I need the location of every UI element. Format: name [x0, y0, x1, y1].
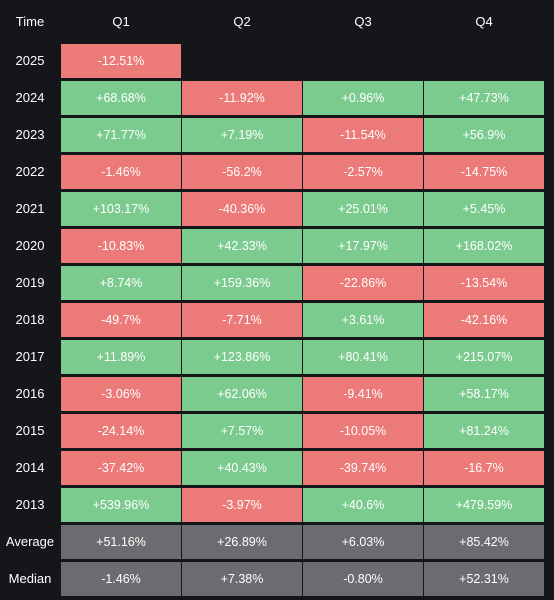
cell-2021-q3: +25.01%	[303, 192, 423, 226]
cell-2024-q2: -11.92%	[182, 81, 302, 115]
cell-median-q1: -1.46%	[61, 562, 181, 596]
row-label-median: Median	[8, 571, 52, 586]
cell-2019-q2: +159.36%	[182, 266, 302, 300]
cell-2019-q3: -22.86%	[303, 266, 423, 300]
cell-2023-q1: +71.77%	[61, 118, 181, 152]
cell-2018-q2: -7.71%	[182, 303, 302, 337]
cell-average-q4: +85.42%	[424, 525, 544, 559]
cell-2014-q4: -16.7%	[424, 451, 544, 485]
row-label-2014: 2014	[15, 460, 45, 475]
cell-2013-q3: +40.6%	[303, 488, 423, 522]
cell-2018-q4: -42.16%	[424, 303, 544, 337]
column-header-q3: Q3	[354, 14, 372, 29]
cell-average-q1: +51.16%	[61, 525, 181, 559]
cell-2023-q2: +7.19%	[182, 118, 302, 152]
row-label-2024: 2024	[15, 90, 45, 105]
row-label-2023: 2023	[15, 127, 45, 142]
column-header-q4: Q4	[475, 14, 493, 29]
cell-2019-q1: +8.74%	[61, 266, 181, 300]
cell-2020-q1: -10.83%	[61, 229, 181, 263]
cell-2023-q4: +56.9%	[424, 118, 544, 152]
cell-2018-q1: -49.7%	[61, 303, 181, 337]
cell-2018-q3: +3.61%	[303, 303, 423, 337]
cell-2016-q4: +58.17%	[424, 377, 544, 411]
row-label-2018: 2018	[15, 312, 45, 327]
cell-2015-q3: -10.05%	[303, 414, 423, 448]
cell-2015-q1: -24.14%	[61, 414, 181, 448]
cell-median-q4: +52.31%	[424, 562, 544, 596]
cell-2016-q2: +62.06%	[182, 377, 302, 411]
row-label-2025: 2025	[15, 53, 45, 68]
cell-average-q3: +6.03%	[303, 525, 423, 559]
cell-average-q2: +26.89%	[182, 525, 302, 559]
cell-2022-q4: -14.75%	[424, 155, 544, 189]
row-label-2021: 2021	[15, 201, 45, 216]
cell-2021-q1: +103.17%	[61, 192, 181, 226]
cell-2015-q2: +7.57%	[182, 414, 302, 448]
cell-2019-q4: -13.54%	[424, 266, 544, 300]
cell-2020-q4: +168.02%	[424, 229, 544, 263]
row-label-2017: 2017	[15, 349, 45, 364]
cell-2024-q4: +47.73%	[424, 81, 544, 115]
row-label-2013: 2013	[15, 497, 45, 512]
cell-2024-q3: +0.96%	[303, 81, 423, 115]
cell-2023-q3: -11.54%	[303, 118, 423, 152]
row-label-average: Average	[5, 534, 55, 549]
cell-median-q2: +7.38%	[182, 562, 302, 596]
cell-2017-q1: +11.89%	[61, 340, 181, 374]
cell-2016-q1: -3.06%	[61, 377, 181, 411]
cell-2016-q3: -9.41%	[303, 377, 423, 411]
cell-2022-q2: -56.2%	[182, 155, 302, 189]
cell-2022-q3: -2.57%	[303, 155, 423, 189]
cell-2014-q1: -37.42%	[61, 451, 181, 485]
cell-median-q3: -0.80%	[303, 562, 423, 596]
cell-2021-q2: -40.36%	[182, 192, 302, 226]
corner-header-time: Time	[15, 14, 45, 29]
cell-2020-q3: +17.97%	[303, 229, 423, 263]
cell-2015-q4: +81.24%	[424, 414, 544, 448]
cell-2022-q1: -1.46%	[61, 155, 181, 189]
row-label-2022: 2022	[15, 164, 45, 179]
cell-2014-q3: -39.74%	[303, 451, 423, 485]
cell-2013-q1: +539.96%	[61, 488, 181, 522]
cell-2014-q2: +40.43%	[182, 451, 302, 485]
column-header-q1: Q1	[112, 14, 130, 29]
cell-2017-q2: +123.86%	[182, 340, 302, 374]
row-label-2019: 2019	[15, 275, 45, 290]
cell-2013-q2: -3.97%	[182, 488, 302, 522]
row-label-2020: 2020	[15, 238, 45, 253]
row-label-2016: 2016	[15, 386, 45, 401]
cell-2025-q1: -12.51%	[61, 44, 181, 78]
column-header-q2: Q2	[233, 14, 251, 29]
cell-2017-q4: +215.07%	[424, 340, 544, 374]
cell-2021-q4: +5.45%	[424, 192, 544, 226]
cell-2020-q2: +42.33%	[182, 229, 302, 263]
row-label-2015: 2015	[15, 423, 45, 438]
cell-2024-q1: +68.68%	[61, 81, 181, 115]
cell-2013-q4: +479.59%	[424, 488, 544, 522]
cell-2017-q3: +80.41%	[303, 340, 423, 374]
